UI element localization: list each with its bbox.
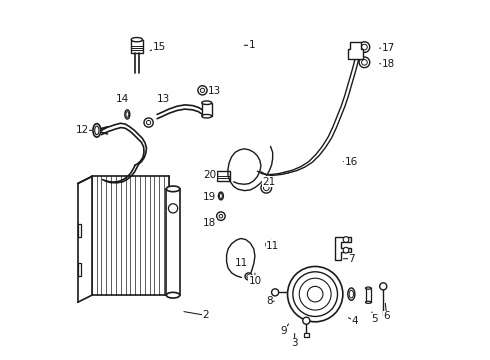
Text: 19: 19	[203, 192, 216, 202]
Circle shape	[380, 283, 387, 290]
Bar	[78, 224, 81, 237]
Circle shape	[343, 247, 349, 253]
Bar	[366, 288, 371, 302]
Bar	[218, 171, 230, 181]
Circle shape	[343, 237, 349, 242]
Text: 14: 14	[116, 94, 129, 104]
Text: 15: 15	[152, 42, 166, 52]
Ellipse shape	[202, 101, 212, 104]
Text: 13: 13	[157, 94, 170, 104]
Polygon shape	[348, 42, 363, 59]
Polygon shape	[335, 238, 351, 260]
Ellipse shape	[349, 290, 353, 298]
Circle shape	[293, 272, 338, 316]
Text: 6: 6	[384, 311, 390, 321]
Bar	[202, 103, 212, 116]
Text: 17: 17	[382, 43, 395, 53]
Ellipse shape	[219, 192, 223, 200]
Circle shape	[247, 275, 250, 278]
Text: 2: 2	[203, 310, 209, 320]
Circle shape	[362, 44, 368, 50]
Ellipse shape	[126, 112, 129, 117]
Text: 7: 7	[348, 254, 355, 264]
Text: 8: 8	[266, 296, 272, 306]
Text: 18: 18	[382, 59, 395, 69]
Text: 12: 12	[75, 125, 89, 135]
Bar	[304, 333, 309, 337]
Text: 21: 21	[263, 177, 276, 187]
Ellipse shape	[93, 123, 101, 137]
Ellipse shape	[348, 288, 355, 300]
Text: 18: 18	[203, 218, 216, 228]
Ellipse shape	[95, 126, 99, 135]
Ellipse shape	[166, 292, 180, 298]
Circle shape	[303, 317, 310, 324]
Text: 4: 4	[351, 316, 358, 326]
Circle shape	[288, 266, 343, 322]
Text: 13: 13	[208, 86, 221, 96]
Ellipse shape	[220, 193, 222, 198]
Circle shape	[359, 57, 370, 68]
Circle shape	[245, 273, 252, 280]
Bar	[131, 40, 143, 53]
Circle shape	[217, 212, 225, 220]
Circle shape	[362, 59, 368, 65]
Ellipse shape	[125, 110, 130, 119]
Ellipse shape	[166, 186, 180, 192]
Text: 11: 11	[266, 240, 279, 251]
Circle shape	[266, 241, 272, 248]
Circle shape	[198, 86, 207, 95]
Text: 11: 11	[235, 258, 248, 268]
Circle shape	[200, 88, 205, 93]
Ellipse shape	[202, 114, 212, 118]
Circle shape	[264, 185, 269, 191]
Bar	[166, 189, 180, 295]
Circle shape	[169, 204, 178, 213]
Circle shape	[144, 118, 153, 127]
Circle shape	[261, 183, 271, 193]
Ellipse shape	[366, 301, 371, 303]
Text: 3: 3	[292, 338, 298, 348]
Circle shape	[307, 286, 323, 302]
Ellipse shape	[131, 37, 143, 42]
Text: 5: 5	[371, 314, 378, 324]
Circle shape	[299, 278, 331, 310]
Bar	[78, 263, 81, 276]
Text: 20: 20	[203, 170, 216, 180]
Text: 9: 9	[280, 326, 287, 336]
Circle shape	[219, 215, 222, 218]
Circle shape	[359, 42, 370, 53]
Circle shape	[271, 289, 279, 296]
Circle shape	[147, 121, 151, 125]
Circle shape	[240, 259, 246, 265]
Text: 10: 10	[248, 276, 262, 286]
Text: 16: 16	[344, 157, 358, 167]
Ellipse shape	[366, 287, 371, 289]
Text: 1: 1	[249, 40, 255, 50]
